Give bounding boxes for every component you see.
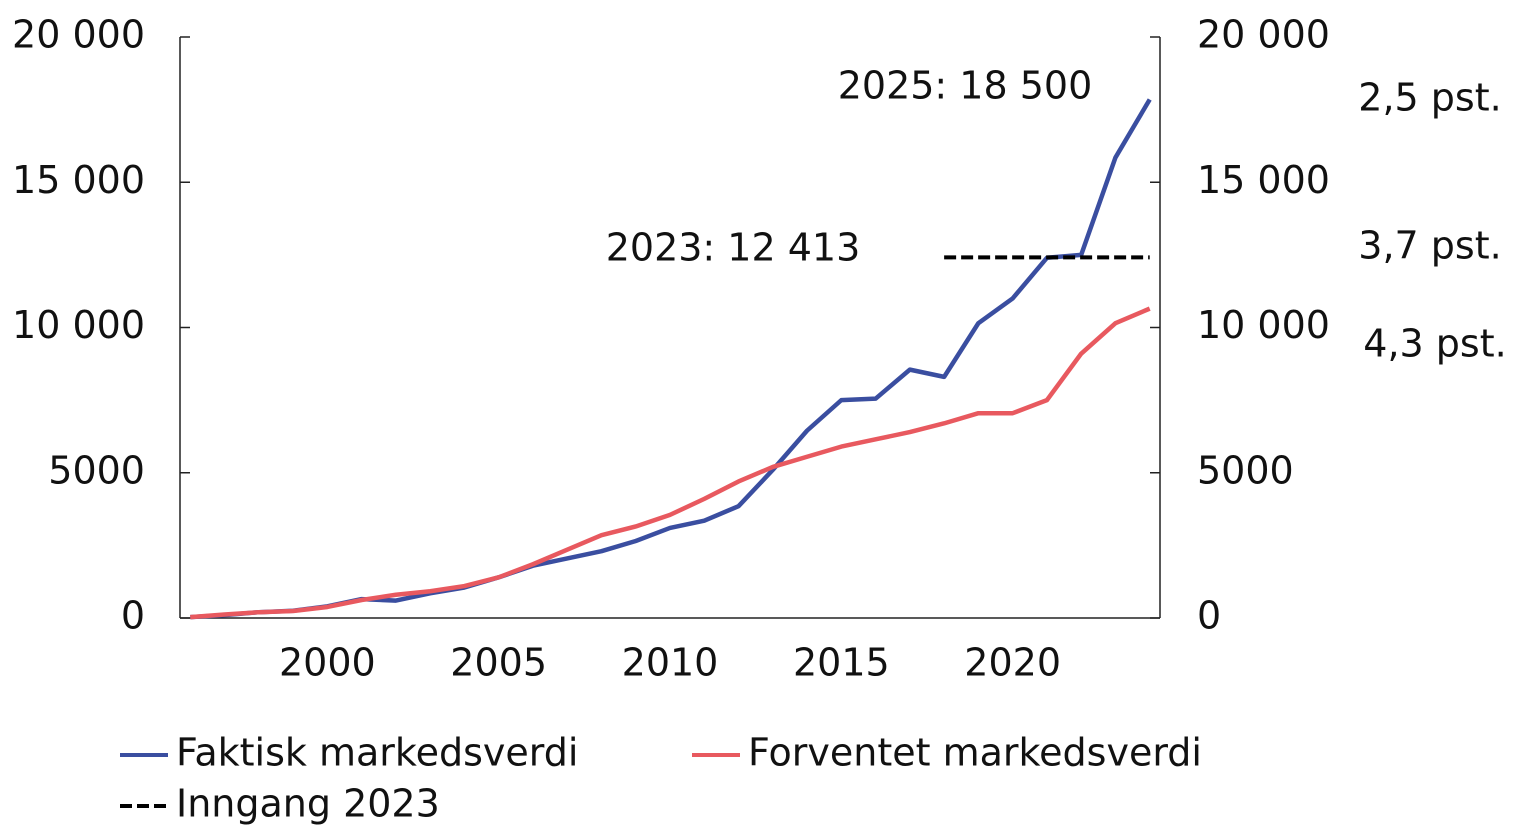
- legend-label: Inngang 2023: [176, 782, 440, 826]
- legend-label: Faktisk markedsverdi: [176, 731, 578, 775]
- series-line: [190, 306, 1151, 620]
- y2-tick-label: 5000: [1197, 448, 1294, 492]
- annotation: 2,5 pst.: [1358, 76, 1501, 120]
- y2-tick-label: 0: [1197, 594, 1221, 638]
- x-tick-label: 2005: [450, 641, 547, 685]
- y-tick-label: 0: [121, 594, 145, 638]
- y2-tick-label: 15 000: [1197, 158, 1330, 202]
- x-tick-label: 2020: [964, 641, 1061, 685]
- annotation: 4,3 pst.: [1363, 322, 1506, 366]
- series-line: [190, 98, 1152, 620]
- y2-tick-label: 20 000: [1197, 13, 1330, 57]
- annotation: 2023: 12 413: [606, 226, 861, 270]
- annotation: 3,7 pst.: [1358, 224, 1501, 268]
- x-tick-label: 2010: [622, 641, 719, 685]
- y2-tick-label: 10 000: [1197, 303, 1330, 347]
- legend-label: Forventet markedsverdi: [748, 731, 1202, 775]
- y-tick-label: 5000: [48, 448, 145, 492]
- y-tick-label: 20 000: [12, 13, 145, 57]
- x-tick-label: 2000: [279, 641, 376, 685]
- y-tick-label: 15 000: [12, 158, 145, 202]
- y-tick-label: 10 000: [12, 303, 145, 347]
- annotation: 2025: 18 500: [838, 64, 1093, 108]
- x-tick-label: 2015: [793, 641, 890, 685]
